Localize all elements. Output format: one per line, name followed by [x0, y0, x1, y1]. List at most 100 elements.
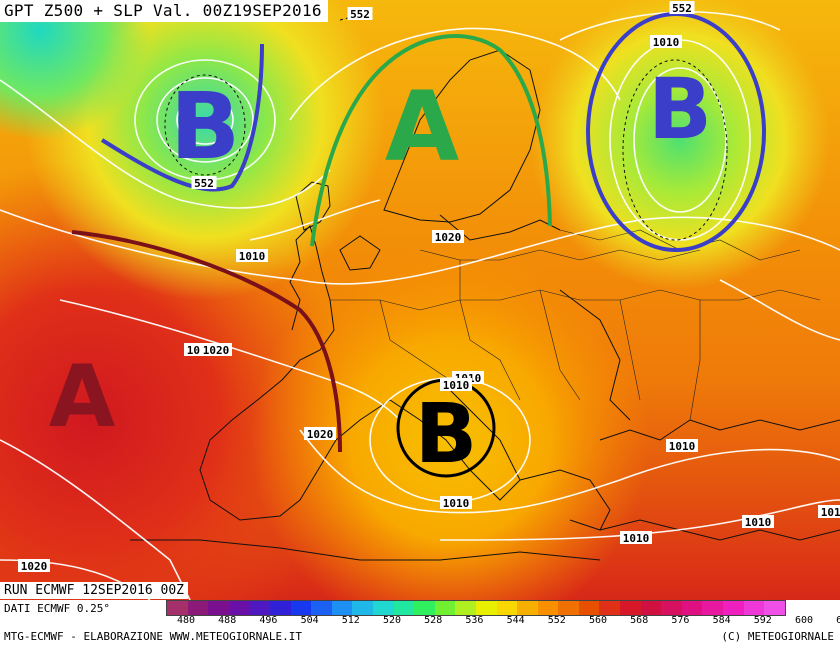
svg-text:1010: 1010 [745, 516, 772, 529]
colorbar-ticks: 480 488 496 504 512 520 528 536 544 552 560 568 576 5… [166, 615, 840, 629]
colorbar-cell [167, 601, 188, 615]
colorbar-cell [187, 601, 209, 615]
colorbar-cell [311, 601, 332, 615]
colorbar-cell [681, 601, 703, 615]
colorbar-tick-label: 576 [671, 615, 690, 626]
colorbar-tick-label: 512 [341, 615, 360, 626]
colorbar-cell [372, 601, 394, 615]
trough-axis-west [100, 43, 264, 192]
colorbar-cell [661, 601, 682, 615]
svg-text:1010: 1010 [443, 379, 470, 392]
legend-footer: DATI ECMWF 0.25° 480 488 496 504 512 520 528 53… [0, 600, 840, 648]
colorbar-tick-label: 584 [712, 615, 731, 626]
colorbar-cell [249, 601, 270, 615]
pressure-label: 1010 [650, 35, 682, 49]
pressure-system-letter: A [49, 347, 116, 447]
colorbar-cell [352, 601, 373, 615]
pressure-label: 1010 [440, 496, 472, 510]
pressure-label: 552 [669, 1, 695, 15]
colorbar [166, 600, 786, 616]
colorbar-tick-label: 600 [794, 615, 814, 626]
warm-ridge-axis [71, 230, 342, 453]
weather-map: 552 552 1010 552 1010 1010 1020 1020 1020 1010 101… [0, 0, 840, 600]
colorbar-tick-label: 544 [506, 615, 525, 626]
colorbar-cell [496, 601, 518, 615]
colorbar-cell [764, 601, 785, 615]
colorbar-tick-label: 480 [176, 615, 196, 626]
pressure-label: 552 [347, 7, 373, 21]
pressure-label: 1010 [440, 378, 472, 392]
pressure-label: 1020 [432, 230, 464, 244]
pressure-system-letter: B [648, 60, 712, 158]
run-label: RUN ECMWF 12SEP2016 00Z [0, 582, 189, 599]
credits-right: (C) METEOGIORNALE [721, 630, 834, 643]
colorbar-tick-label: 552 [547, 615, 566, 626]
map-title: GPT Z500 + SLP Val. 00Z19SEP2016 [0, 0, 328, 22]
pressure-label: 1010 [236, 249, 268, 263]
svg-text:1010: 1010 [443, 497, 470, 510]
svg-text:1010: 1010 [653, 36, 680, 49]
svg-text:552: 552 [194, 177, 214, 190]
colorbar-cell [537, 601, 559, 615]
svg-text:1010: 1010 [821, 506, 840, 519]
pressure-label: 1010 [742, 515, 774, 529]
pressure-system-letter: B [170, 73, 240, 180]
svg-text:1020: 1020 [21, 560, 48, 573]
svg-text:552: 552 [672, 2, 692, 15]
svg-text:1020: 1020 [435, 231, 462, 244]
colorbar-tick-label: 528 [424, 615, 443, 626]
svg-text:1020: 1020 [307, 428, 334, 441]
colorbar-cell [269, 601, 291, 615]
colorbar-tick-label: 520 [382, 615, 402, 626]
dashed-552-contours [164, 14, 728, 241]
colorbar-cell [517, 601, 538, 615]
colorbar-cell [228, 601, 250, 615]
pressure-system-letter: B [415, 387, 478, 482]
country-borders [330, 229, 821, 421]
pressure-label: 1010 [666, 439, 698, 453]
colorbar-cell [558, 601, 579, 615]
colorbar-cell [290, 601, 312, 615]
pressure-label: 1010 [620, 531, 652, 545]
pressure-labels: 552 552 1010 552 1010 1010 1020 1020 1020 1010 101… [18, 1, 840, 573]
colorbar-tick-label: 592 [753, 615, 772, 626]
colorbar-cell [743, 601, 765, 615]
svg-text:1010: 1010 [239, 250, 266, 263]
colorbar-cell [393, 601, 415, 615]
colorbar-cell [620, 601, 641, 615]
svg-text:1010: 1010 [669, 440, 696, 453]
map-canvas: 552 552 1010 552 1010 1010 1020 1020 1020 1010 101… [0, 0, 840, 600]
credits-left: MTG-ECMWF - ELABORAZIONE WWW.METEOGIORNA… [4, 630, 303, 643]
colorbar-cell [455, 601, 476, 615]
colorbar-tick-label: 488 [218, 615, 237, 626]
svg-text:1020: 1020 [203, 344, 230, 357]
ridge-axis [310, 34, 552, 247]
pressure-label: 1020 [18, 559, 50, 573]
colorbar-tick-label: 496 [259, 615, 278, 626]
colorbar-cell [434, 601, 456, 615]
colorbar-cell [640, 601, 662, 615]
colorbar-cell [702, 601, 724, 615]
data-source-label: DATI ECMWF 0.25° [4, 602, 110, 615]
pressure-system-letter: A [385, 71, 459, 183]
colorbar-cell [208, 601, 229, 615]
pressure-label: 1020 [200, 343, 232, 357]
pressure-label: 1010 [818, 505, 840, 519]
colorbar-cell [599, 601, 621, 615]
colorbar-tick-label: 536 [465, 615, 484, 626]
svg-text:552: 552 [350, 8, 370, 21]
colorbar-tick-label: 568 [630, 615, 649, 626]
svg-text:1010: 1010 [623, 532, 650, 545]
coastlines [130, 49, 840, 561]
colorbar-cell [414, 601, 435, 615]
colorbar-tick-label: 608 [836, 615, 840, 626]
colorbar-tick-label: 504 [300, 615, 319, 626]
system-letters: B A B A B [49, 60, 712, 482]
colorbar-cell [723, 601, 744, 615]
pressure-label: 1020 [304, 427, 336, 441]
colorbar-cell [578, 601, 600, 615]
pressure-label: 552 [191, 176, 217, 190]
colorbar-cell [475, 601, 497, 615]
colorbar-tick-label: 560 [588, 615, 608, 626]
colorbar-cell [331, 601, 353, 615]
